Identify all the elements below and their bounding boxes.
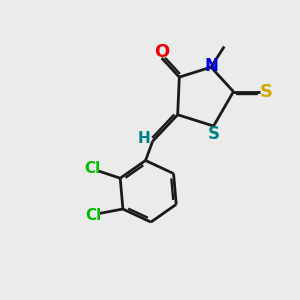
Text: O: O [154, 43, 169, 61]
Text: S: S [208, 125, 220, 143]
Text: Cl: Cl [84, 161, 101, 176]
Text: Cl: Cl [85, 208, 102, 223]
Text: H: H [138, 131, 151, 146]
Text: N: N [204, 57, 218, 75]
Text: S: S [260, 82, 273, 100]
